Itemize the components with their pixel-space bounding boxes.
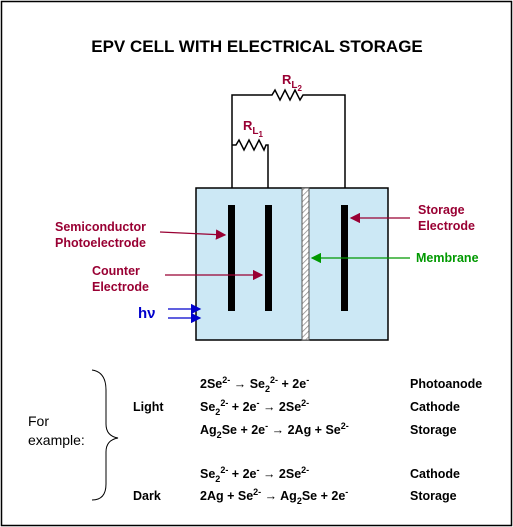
equation: Se22- + 2e- → 2Se2- — [200, 465, 309, 484]
counter-electrode — [265, 205, 272, 311]
term: → 2Ag + Se — [268, 423, 341, 437]
role: Cathode — [410, 400, 460, 414]
brace — [91, 369, 119, 501]
term: Se + 2e — [302, 489, 345, 503]
term: 2Se — [200, 377, 222, 391]
role: Storage — [410, 423, 457, 437]
subscript: 2 — [297, 496, 302, 506]
photoelectrode — [228, 205, 235, 311]
term: → 2Se — [259, 400, 301, 414]
term: + 2e — [228, 467, 256, 481]
term: + 2e — [228, 400, 256, 414]
label: hν — [138, 305, 156, 322]
role: Storage — [410, 489, 457, 503]
equation: Se22- + 2e- → 2Se2- — [200, 398, 309, 417]
role: Cathode — [410, 467, 460, 481]
label: Storage — [418, 203, 465, 217]
superscript: - — [345, 487, 348, 497]
superscript: - — [256, 465, 259, 475]
superscript: - — [265, 421, 268, 431]
label: Electrode — [418, 219, 475, 233]
condition: Light — [133, 400, 164, 414]
superscript: 2- — [220, 398, 228, 408]
symbol: R — [282, 72, 292, 87]
subscript: L — [291, 80, 297, 91]
superscript: 2- — [301, 398, 309, 408]
arrow — [159, 229, 227, 240]
label: For — [28, 413, 49, 429]
subscript: 2 — [215, 407, 220, 417]
cell — [195, 187, 389, 341]
subscript: 2 — [215, 474, 220, 484]
resistor-label: RL2 — [282, 72, 303, 93]
resistor-label: RL1 — [243, 118, 264, 139]
subscript: 2 — [298, 84, 303, 93]
condition: Dark — [133, 489, 161, 503]
membrane — [301, 187, 310, 341]
subscript: L — [252, 126, 258, 137]
symbol: R — [243, 118, 253, 133]
subscript: 2 — [217, 430, 222, 440]
term: → 2Se — [259, 467, 301, 481]
label: Counter — [92, 264, 140, 278]
term: Se + 2e — [222, 423, 265, 437]
superscript: 2- — [341, 421, 349, 431]
superscript: 2- — [301, 465, 309, 475]
title: EPV CELL WITH ELECTRICAL STORAGE — [91, 37, 423, 56]
label: Photoelectrode — [55, 236, 146, 250]
role: Photoanode — [410, 377, 482, 391]
term: Se — [200, 467, 215, 481]
term: Ag — [200, 423, 217, 437]
term: → Ag — [261, 489, 297, 503]
wire-inner — [232, 138, 269, 205]
term: → Se — [230, 377, 265, 391]
superscript: - — [306, 375, 309, 385]
label: example: — [28, 432, 85, 448]
wire-outer — [231, 88, 346, 205]
equation: 2Se2- → Se22- + 2e- — [200, 375, 309, 394]
equation: Ag2Se + 2e- → 2Ag + Se2- — [200, 421, 349, 440]
superscript: 2- — [253, 487, 261, 497]
label: Membrane — [416, 251, 479, 265]
superscript: 2- — [220, 465, 228, 475]
term: + 2e — [278, 377, 306, 391]
equation: 2Ag + Se2- → Ag2Se + 2e- — [200, 487, 348, 506]
subscript: 2 — [265, 384, 270, 394]
term: Se — [200, 400, 215, 414]
superscript: 2- — [222, 375, 230, 385]
label: Electrode — [92, 280, 149, 294]
superscript: 2- — [270, 375, 278, 385]
term: 2Ag + Se — [200, 489, 253, 503]
subscript: 1 — [259, 130, 264, 139]
label: Semiconductor — [55, 220, 146, 234]
superscript: - — [256, 398, 259, 408]
